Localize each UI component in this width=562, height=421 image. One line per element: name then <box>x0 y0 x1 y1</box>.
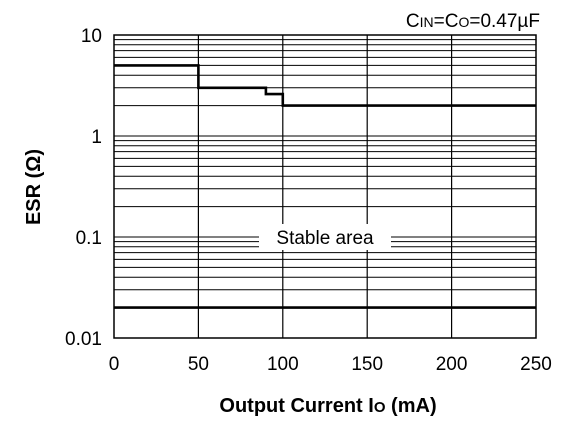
x-tick-label: 100 <box>267 354 299 375</box>
upper-limit-line <box>114 64 536 107</box>
annotation-background <box>259 224 391 250</box>
x-tick-label: 50 <box>188 354 209 375</box>
y-tick-label: 0.01 <box>65 329 102 350</box>
y-tick-labels: 10 1 0.1 0.01 <box>65 26 102 350</box>
x-tick-label: 250 <box>520 354 552 375</box>
y-tick-label: 0.1 <box>76 228 102 249</box>
condition-label: CIN=CO=0.47µF <box>406 11 540 32</box>
y-tick-label: 1 <box>91 127 102 148</box>
annotation-stable-area: Stable area <box>276 228 374 249</box>
series-lines <box>114 64 536 309</box>
x-tick-label: 200 <box>436 354 468 375</box>
plot-frame <box>113 34 537 339</box>
y-axis-title: ESR (Ω) <box>23 149 45 225</box>
grid-lines <box>114 35 536 338</box>
x-tick-label: 0 <box>109 354 120 375</box>
y-tick-label: 10 <box>81 26 102 47</box>
x-axis-title: Output Current IO (mA) <box>219 395 436 417</box>
x-tick-label: 150 <box>351 354 383 375</box>
x-tick-labels: 0 50 100 150 200 250 <box>109 354 552 375</box>
